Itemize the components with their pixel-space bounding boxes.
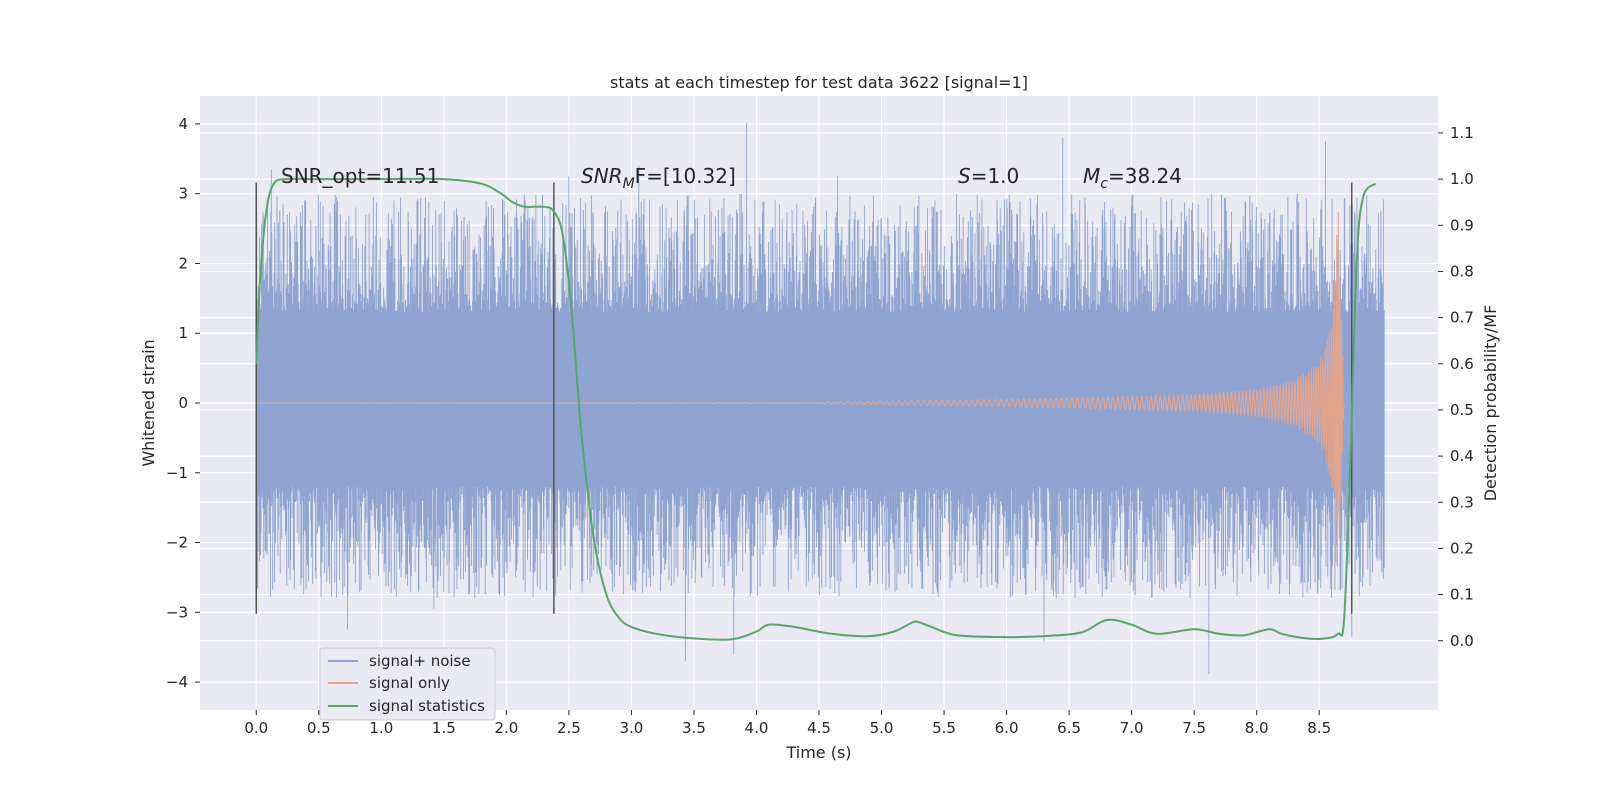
- x-tick-label: 1.5: [432, 719, 456, 737]
- y-tick-label: −1: [166, 464, 188, 482]
- annotation-mc-sub: c: [1100, 176, 1108, 192]
- y2-tick-label: 1.0: [1450, 170, 1474, 188]
- y-axis-label: Whitened strain: [139, 339, 158, 466]
- annotation-mc-rest: =38.24: [1108, 164, 1182, 188]
- y2-tick-label: 0.5: [1450, 401, 1474, 419]
- y2-tick-label: 0.9: [1450, 216, 1474, 234]
- x-tick-label: 4.0: [745, 719, 769, 737]
- x-tick-label: 6.5: [1057, 719, 1081, 737]
- y2-tick-label: 0.3: [1450, 493, 1474, 511]
- x-tick-label: 5.0: [870, 719, 894, 737]
- y-tick-label: −2: [166, 534, 188, 552]
- y2-tick-label: 1.1: [1450, 124, 1474, 142]
- y-tick-label: −3: [166, 603, 188, 621]
- y-tick-label: 1: [178, 324, 188, 342]
- axes: 0.0 0.5 1.0 1.5 2.0 2.5 3.0 3.5 4.0 4.5 5.0 5.5 6.0 6…: [166, 115, 1474, 737]
- x-tick-label: 0.5: [307, 719, 331, 737]
- x-tick-label: 4.5: [807, 719, 831, 737]
- signal-statistics-series: [255, 177, 1377, 641]
- annotation-snr-mf-sub: M: [623, 176, 635, 192]
- y2-tick-label: 0.6: [1450, 355, 1474, 373]
- x-axis-label: Time (s): [785, 743, 851, 762]
- y2-tick-label: 0.1: [1450, 586, 1474, 604]
- x-tick-label: 7.5: [1182, 719, 1206, 737]
- signal-only-series: [256, 211, 1345, 563]
- annotation-mc-var: M: [1083, 164, 1100, 188]
- legend-label-signal-statistics: signal statistics: [369, 697, 485, 715]
- x-tick-label: 6.0: [995, 719, 1019, 737]
- legend-label-signal-only: signal only: [369, 674, 450, 692]
- annotation-s-rest: =1.0: [971, 164, 1020, 188]
- x-tick-label: 8.0: [1245, 719, 1269, 737]
- y-tick-label: −4: [166, 673, 188, 691]
- x-tick-label: 1.0: [369, 719, 393, 737]
- annotation-s-var: S: [958, 164, 971, 188]
- x-tick-label: 3.0: [619, 719, 643, 737]
- y-tick-label: 2: [178, 254, 188, 272]
- x-tick-label: 7.0: [1120, 719, 1144, 737]
- y2-tick-label: 0.7: [1450, 309, 1474, 327]
- annotation-snr-mf: SNRMF=[10.32]: [581, 164, 736, 192]
- annotation-s: S=1.0: [958, 164, 1019, 188]
- y2-tick-label: 0.8: [1450, 262, 1474, 280]
- y2-tick-label: 0.4: [1450, 447, 1474, 465]
- y2-tick-label: 0.2: [1450, 539, 1474, 557]
- x-tick-label: 2.5: [557, 719, 581, 737]
- y2-axis-label: Detection probability/MF: [1481, 305, 1500, 502]
- legend-label-signal-noise: signal+ noise: [369, 652, 471, 670]
- y-tick-label: 3: [178, 185, 188, 203]
- annotation-snr-mf-main: SNR: [581, 164, 623, 188]
- x-tick-label: 2.0: [494, 719, 518, 737]
- x-tick-label: 5.5: [932, 719, 956, 737]
- y-tick-label: 4: [178, 115, 188, 133]
- data-layer: [255, 122, 1385, 674]
- chart-title: stats at each timestep for test data 362…: [610, 73, 1028, 92]
- y-tick-label: 0: [178, 394, 188, 412]
- x-tick-label: 0.0: [244, 719, 268, 737]
- x-tick-label: 3.5: [682, 719, 706, 737]
- x-tick-label: 8.5: [1307, 719, 1331, 737]
- legend: signal+ noise signal only signal statist…: [319, 647, 496, 721]
- annotation-snr-mf-rest: F=[10.32]: [635, 164, 736, 188]
- annotation-mc: Mc=38.24: [1083, 164, 1182, 192]
- annotation-snr-opt: SNR_opt=11.51: [281, 164, 439, 188]
- y2-tick-label: 0.0: [1450, 632, 1474, 650]
- legend-box: [319, 647, 496, 721]
